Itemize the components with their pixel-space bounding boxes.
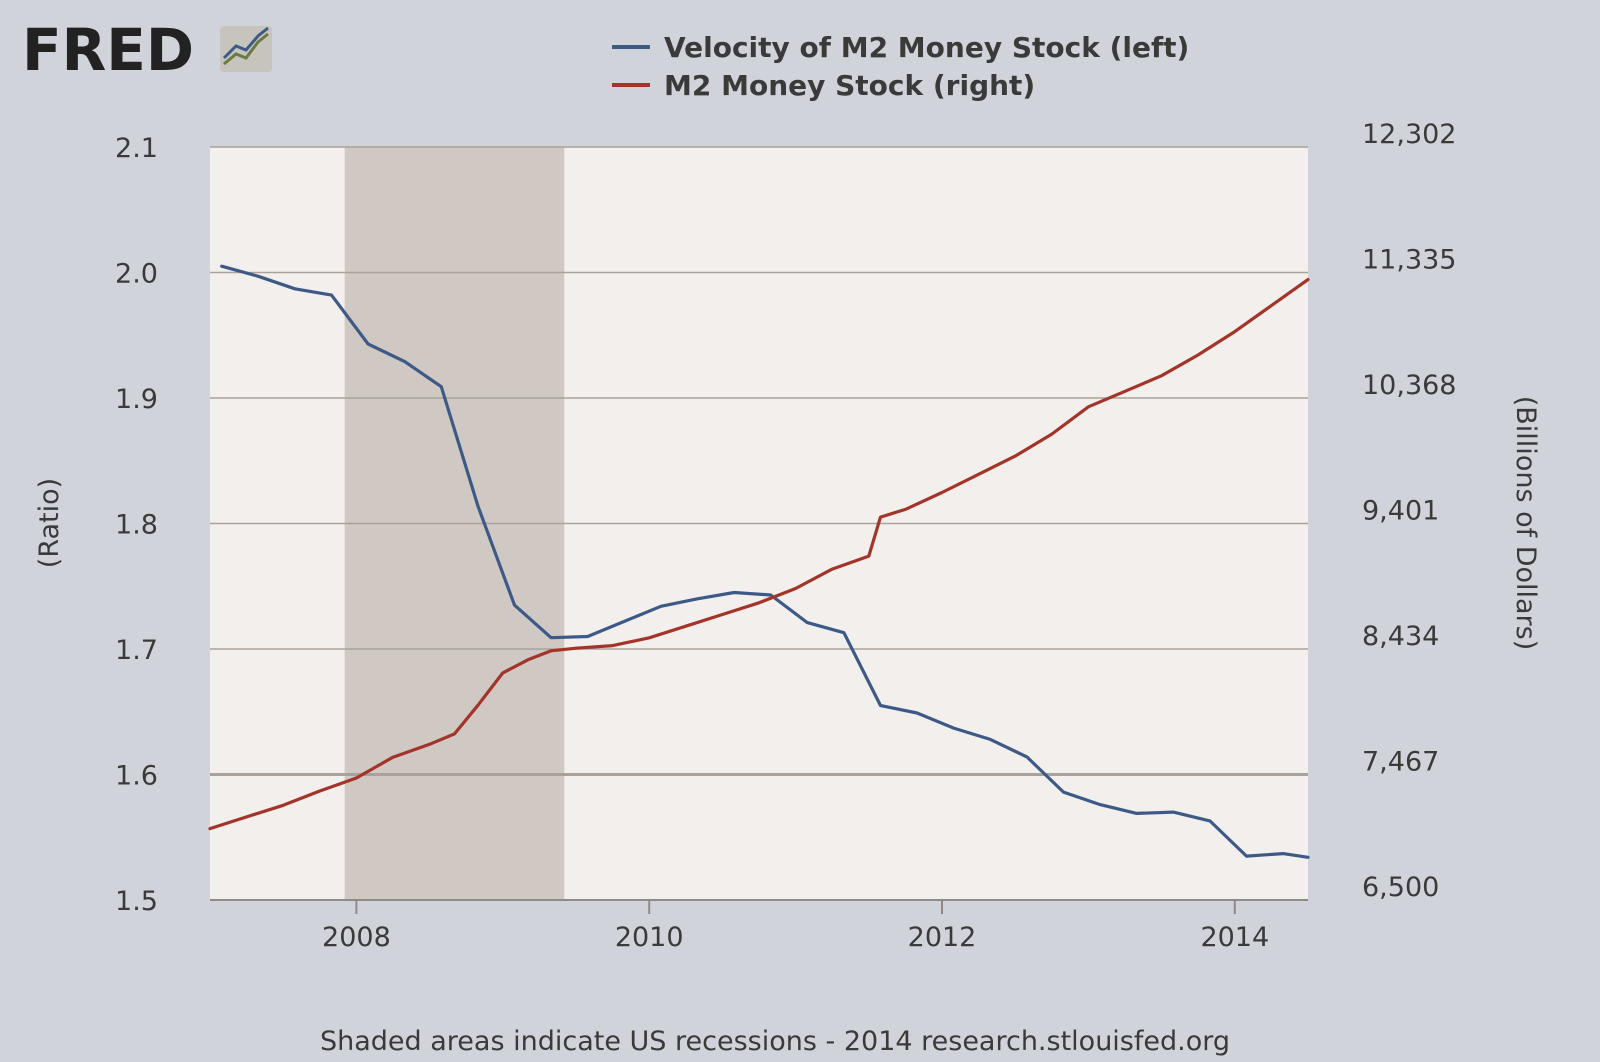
left-tick-label: 2.1 (115, 133, 158, 164)
right-tick-label: 12,302 (1362, 119, 1456, 150)
right-tick-label: 8,434 (1362, 621, 1439, 652)
left-tick-label: 1.5 (115, 886, 158, 917)
legend-label-1: M2 Money Stock (right) (664, 69, 1035, 102)
footer-note: Shaded areas indicate US recessions - 20… (320, 1026, 1230, 1057)
left-tick-label: 2.0 (115, 259, 158, 290)
right-tick-label: 7,467 (1362, 747, 1439, 778)
series-line-velocity (220, 264, 1310, 859)
x-tick-label: 2010 (615, 922, 684, 953)
legend-label-0: Velocity of M2 Money Stock (left) (664, 31, 1189, 64)
right-tick-label: 10,368 (1362, 370, 1456, 401)
right-tick-label: 11,335 (1362, 245, 1456, 276)
left-tick-label: 1.9 (115, 384, 158, 415)
right-tick-label: 9,401 (1362, 496, 1439, 527)
x-tick-label: 2014 (1200, 922, 1269, 953)
fred-logo: FRED (22, 16, 272, 84)
x-tick-label: 2008 (322, 922, 391, 953)
left-tick-label: 1.8 (115, 510, 158, 541)
series-lines (208, 264, 1310, 859)
left-tick-label: 1.7 (115, 635, 158, 666)
legend: Velocity of M2 Money Stock (left) M2 Mone… (612, 31, 1189, 102)
x-tick-label: 2012 (908, 922, 977, 953)
axes: 1.5 1.6 1.7 1.8 1.9 2.0 2.1 6,500 7,467 8,434 9,40… (115, 119, 1456, 953)
right-axis-title: (Billions of Dollars) (1510, 396, 1541, 651)
brand-name: FRED (22, 16, 194, 84)
right-tick-label: 6,500 (1362, 872, 1439, 903)
left-axis-title: (Ratio) (34, 478, 65, 568)
series-line-m2 (208, 278, 1310, 831)
left-tick-label: 1.6 (115, 761, 158, 792)
line-chart-icon (220, 26, 272, 72)
